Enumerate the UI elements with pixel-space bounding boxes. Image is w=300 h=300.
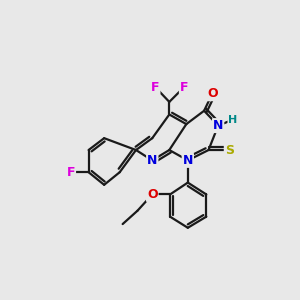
Text: S: S	[225, 143, 234, 157]
Text: O: O	[207, 87, 217, 100]
Text: N: N	[183, 154, 193, 167]
Text: N: N	[213, 119, 224, 132]
Text: N: N	[147, 154, 158, 167]
Text: O: O	[147, 188, 158, 201]
Text: F: F	[67, 166, 75, 179]
Text: F: F	[180, 81, 188, 94]
Text: H: H	[228, 115, 238, 125]
Text: F: F	[151, 81, 160, 94]
